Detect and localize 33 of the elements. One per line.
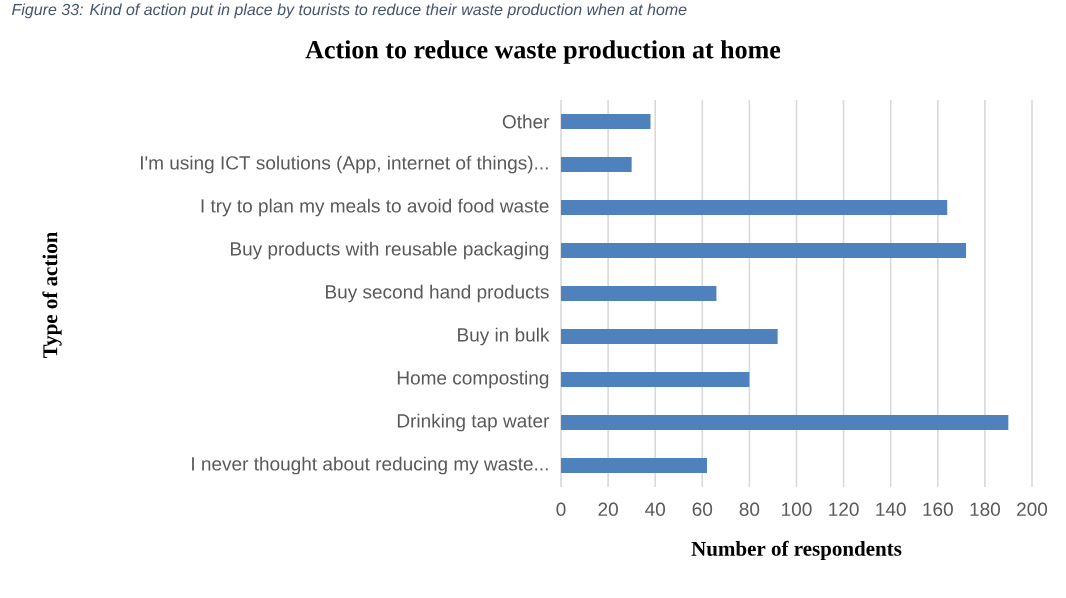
chart-title: Action to reduce waste production at home [305, 40, 781, 64]
bar [561, 114, 651, 130]
y-tick-label: Buy second hand products [326, 284, 549, 303]
y-tick-label: I'm using ICT solutions (App, internet of things)... [141, 155, 548, 174]
y-tick-label: Buy in bulk [458, 327, 550, 346]
caption: Figure 33: Kind of action put in place by tourists to reduce their waste production when at home [12, 3, 687, 19]
bar [561, 458, 708, 474]
y-tick-label: Buy products with reusable packaging [231, 241, 549, 260]
bar [561, 243, 967, 259]
x-tick-label: 100 [782, 502, 812, 516]
x-axis-title: Number of respondents [691, 540, 902, 561]
x-tick-label: 120 [829, 502, 859, 516]
y-axis-title: Type of action [42, 231, 62, 359]
y-tick-label: I try to plan my meals to avoid food waste [201, 198, 549, 217]
bar [561, 329, 778, 345]
y-tick-label: Home composting [397, 370, 549, 389]
x-tick-label: 40 [645, 502, 666, 516]
x-tick-label: 160 [923, 502, 953, 516]
bar [561, 372, 750, 388]
bar [561, 200, 948, 216]
x-tick-label: 0 [556, 502, 566, 516]
y-tick-label: Other [502, 114, 550, 129]
bar [561, 157, 632, 173]
bar [561, 286, 717, 302]
y-tick-label: Drinking tap water [397, 413, 550, 432]
x-tick-label: 180 [970, 502, 1000, 516]
x-tick-label: 140 [876, 502, 906, 516]
bar [561, 415, 1009, 431]
y-tick-label: I never thought about reducing my waste... [192, 456, 548, 475]
x-tick-label: 80 [739, 502, 760, 516]
x-tick-label: 20 [598, 502, 618, 516]
x-tick-label: 60 [692, 502, 713, 516]
x-tick-label: 200 [1017, 502, 1048, 516]
